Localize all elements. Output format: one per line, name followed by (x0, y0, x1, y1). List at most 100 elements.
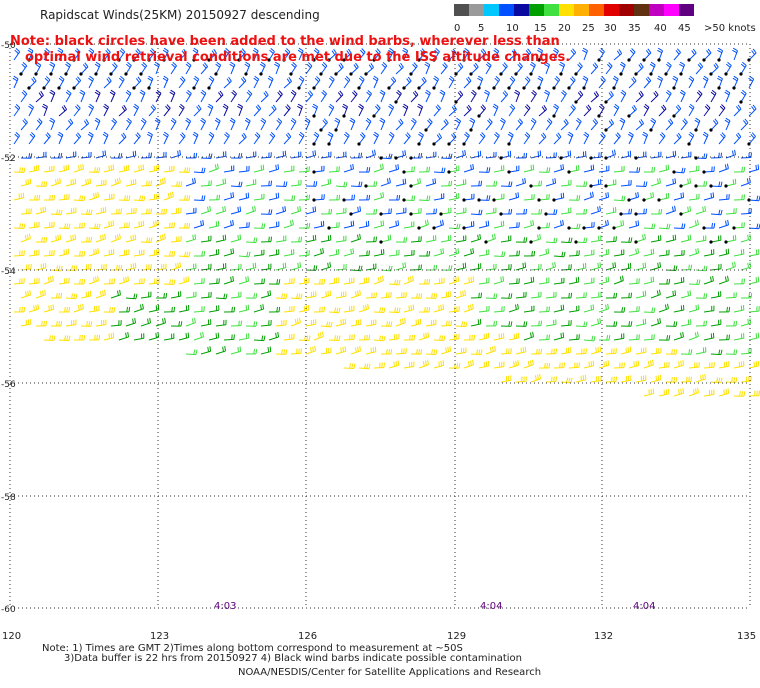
wind-barb-flag (72, 179, 75, 185)
contamination-dot (402, 86, 406, 90)
wind-barb-flag (216, 163, 219, 169)
wind-barb-flag (390, 348, 393, 355)
wind-barb (163, 107, 171, 117)
wind-barb-flag (621, 275, 624, 281)
wind-barb (20, 65, 28, 75)
wind-barb-flag (548, 363, 551, 369)
wind-barb (478, 108, 486, 117)
wind-barb (178, 52, 187, 61)
wind-barb-flag (469, 304, 472, 310)
wind-barb (508, 226, 520, 229)
wind-barb-flag (420, 49, 425, 55)
wind-barb-flag (22, 62, 28, 67)
wind-barb (425, 182, 436, 187)
wind-barb-flag (653, 167, 656, 173)
wind-barb-flag (466, 106, 471, 111)
wind-barb (433, 108, 441, 117)
wind-barb-flag (12, 77, 18, 82)
contamination-dot (244, 72, 248, 76)
wind-barb (343, 367, 355, 370)
wind-barb (350, 120, 356, 131)
wind-barb (380, 212, 392, 215)
wind-barb-flag (413, 195, 416, 201)
wind-barb-flag (412, 117, 417, 122)
wind-barb-flag (741, 278, 743, 284)
wind-barb-flag (328, 77, 334, 82)
wind-barb-flag (638, 92, 643, 97)
wind-barb-flag (470, 117, 475, 122)
wind-barb-flag (657, 178, 659, 184)
wind-barb (598, 196, 609, 201)
wind-barb-flag (23, 167, 26, 173)
wind-barb (223, 252, 234, 257)
wind-barb-flag (426, 219, 429, 225)
wind-barb-flag (689, 131, 695, 136)
wind-barb-flag (124, 195, 127, 201)
wind-barb (200, 210, 211, 215)
contamination-dot (312, 170, 316, 174)
wind-barb-flag (186, 61, 192, 66)
wind-barb (58, 339, 70, 342)
wind-barb (28, 226, 39, 229)
wind-barb (598, 253, 609, 257)
wind-barb-flag (733, 349, 736, 355)
wind-barb (710, 323, 721, 327)
wind-barb-flag (132, 235, 135, 241)
wind-barb-flag (495, 320, 498, 326)
contamination-dot (567, 86, 571, 90)
wind-barb-flag (669, 118, 674, 124)
wind-barb (485, 350, 496, 355)
contamination-dot (619, 212, 623, 216)
wind-barb (320, 156, 331, 159)
wind-barb (365, 93, 372, 103)
contamination-dot (477, 58, 481, 62)
wind-barb-flag (537, 374, 539, 380)
wind-barb-flag (491, 346, 494, 352)
wind-barb-flag (712, 275, 714, 281)
wind-barb-flag (584, 131, 590, 136)
wind-barb (95, 268, 107, 271)
wind-barb (200, 120, 207, 131)
wind-barb-flag (51, 335, 54, 341)
wind-barb-flag (630, 292, 633, 298)
wind-barb-flag (640, 62, 644, 68)
wind-barb (320, 65, 328, 75)
wind-barb-flag (162, 49, 168, 54)
wind-barb-flag (531, 359, 534, 365)
wind-barb-flag (306, 63, 311, 69)
wind-barb-flag (201, 195, 204, 201)
wind-barb-flag (379, 335, 382, 341)
wind-barb-flag (345, 76, 351, 81)
wind-barb-flag (73, 265, 76, 271)
wind-barb-flag (562, 164, 565, 170)
wind-barb-flag (368, 194, 371, 200)
wind-barb-flag (420, 349, 423, 355)
wind-barb-flag (672, 77, 678, 82)
contamination-dot (454, 100, 458, 104)
wind-barb-flag (379, 276, 382, 282)
wind-barb-flag (548, 167, 551, 173)
wind-barb (350, 323, 361, 327)
wind-barb-flag (269, 49, 274, 54)
wind-barb (343, 252, 354, 257)
wind-barb-flag (64, 335, 67, 341)
wind-barb (620, 64, 626, 75)
wind-barb-flag (123, 277, 125, 283)
wind-barb (155, 120, 161, 131)
wind-barb-flag (417, 103, 423, 108)
wind-barb (673, 196, 684, 201)
wind-barb (590, 350, 601, 355)
wind-barb (43, 106, 48, 117)
wind-barb-flag (253, 321, 256, 327)
wind-barb-flag (38, 92, 43, 98)
wind-barb-flag (527, 361, 530, 367)
wind-barb (545, 296, 556, 299)
wind-barb-flag (592, 120, 597, 125)
wind-barb-flag (659, 133, 665, 139)
wind-barb-flag (386, 178, 389, 184)
wind-barb-flag (87, 178, 89, 184)
wind-barb-flag (322, 247, 325, 254)
wind-barb (748, 199, 760, 202)
wind-barb-flag (116, 178, 119, 184)
wind-barb-flag (25, 179, 27, 185)
